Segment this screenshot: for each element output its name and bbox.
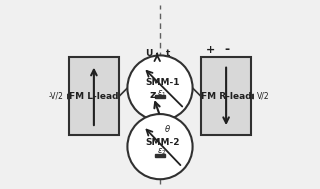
Text: z: z xyxy=(149,90,156,100)
Bar xyxy=(155,95,165,98)
Text: FM L-lead: FM L-lead xyxy=(69,92,119,101)
Bar xyxy=(155,154,165,157)
Text: FM R-lead: FM R-lead xyxy=(201,92,252,101)
Text: -V/2: -V/2 xyxy=(48,92,63,101)
Text: $\varepsilon_1$: $\varepsilon_1$ xyxy=(157,88,167,99)
Text: $\varepsilon_2$: $\varepsilon_2$ xyxy=(157,147,167,157)
Text: -: - xyxy=(224,43,230,56)
Text: +: + xyxy=(206,45,215,55)
Circle shape xyxy=(127,114,193,179)
Bar xyxy=(69,57,119,136)
Text: V/2: V/2 xyxy=(257,92,269,101)
Text: $\theta$: $\theta$ xyxy=(164,123,171,134)
Text: U: U xyxy=(145,49,153,58)
Text: t: t xyxy=(166,49,171,58)
Circle shape xyxy=(127,55,193,121)
Bar xyxy=(201,57,251,136)
Text: SMM-1: SMM-1 xyxy=(146,78,180,87)
Text: SMM-2: SMM-2 xyxy=(146,138,180,147)
